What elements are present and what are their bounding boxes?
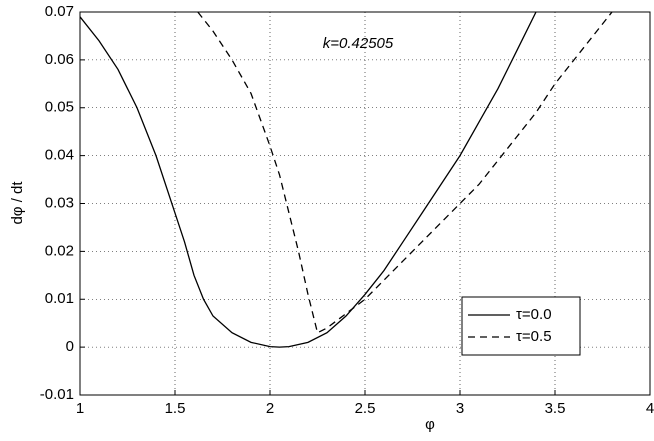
x-tick-label: 3 (456, 400, 464, 417)
x-tick-label: 4 (646, 400, 654, 417)
y-tick-label: 0.04 (45, 147, 74, 164)
legend-label: τ=0.5 (516, 328, 552, 345)
lines (80, 12, 613, 348)
y-tick-label: -0.01 (40, 386, 74, 403)
x-tick-label: 3.5 (545, 400, 566, 417)
y-axis-label: dφ / dt (9, 181, 26, 225)
legend: τ=0.0 τ=0.5 (461, 296, 581, 356)
series-line (197, 12, 613, 334)
legend-label: τ=0.0 (516, 306, 552, 323)
x-tick-label: 2 (266, 400, 274, 417)
legend-box (461, 296, 581, 356)
x-tick-label: 1 (76, 400, 84, 417)
y-tick-label: 0.07 (45, 3, 74, 20)
grid: -0.01 0 0.01 0.02 0.03 0.04 0.05 0.06 0.07 1 1.5 2 2… (40, 3, 654, 417)
x-axis-label: φ (425, 416, 435, 433)
x-tick-label: 2.5 (355, 400, 376, 417)
annotation: k=0.42505 (323, 35, 394, 52)
y-tick-label: 0 (66, 338, 74, 355)
y-tick-label: 0.03 (45, 194, 74, 211)
x-tick-label: 1.5 (165, 400, 186, 417)
y-tick-label: 0.02 (45, 242, 74, 259)
y-tick-label: 0.06 (45, 51, 74, 68)
y-tick-label: 0.01 (45, 290, 74, 307)
y-tick-label: 0.05 (45, 99, 74, 116)
series-line (80, 12, 537, 348)
